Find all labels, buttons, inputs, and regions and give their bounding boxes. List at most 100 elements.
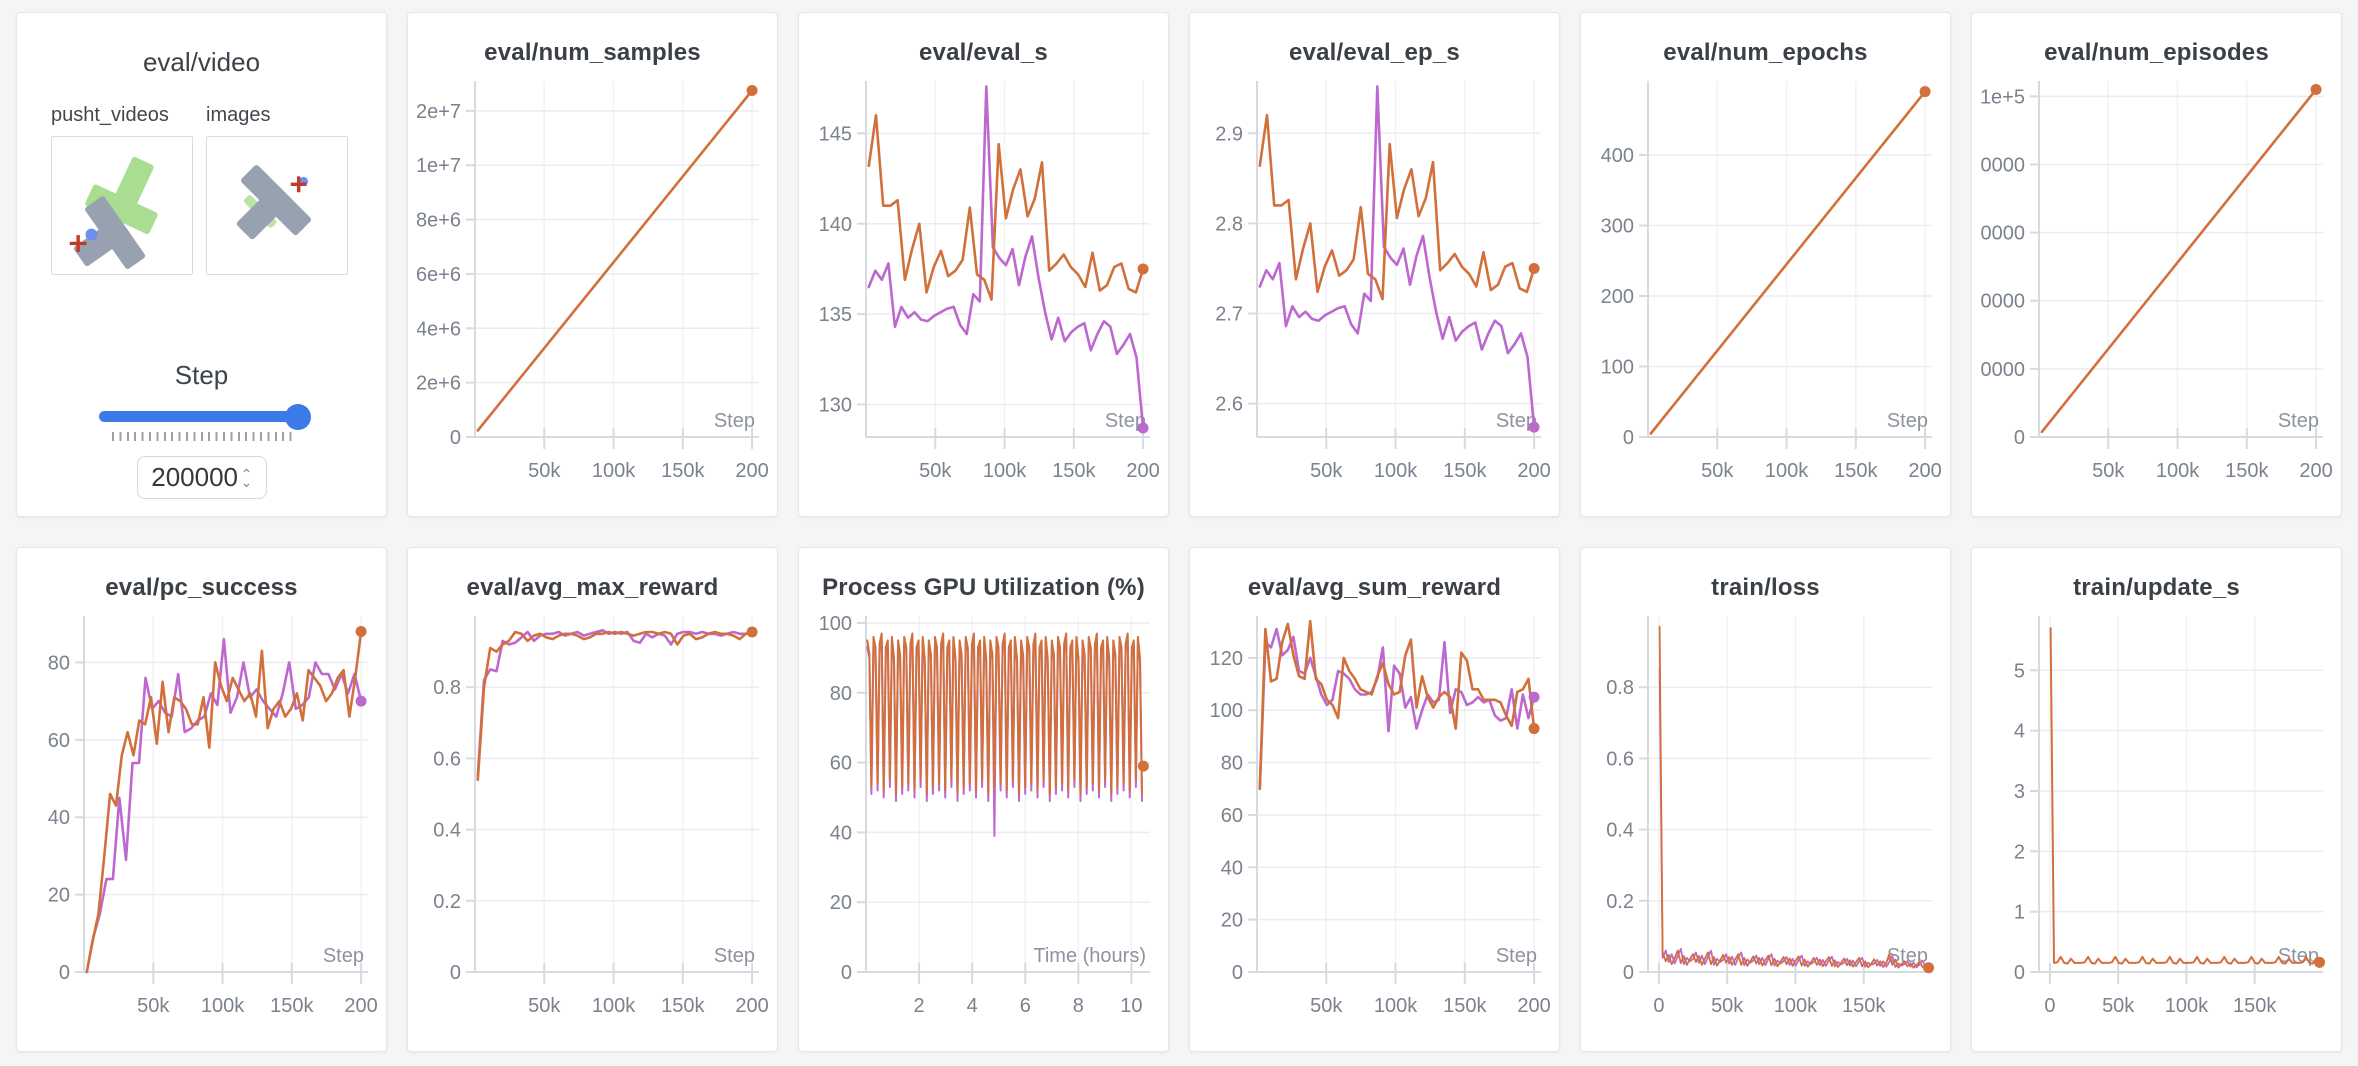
- panel-train-loss: train/loss 0 50k 100k 150k 0 0.2 0.4 0.6 0.8 Step: [1580, 547, 1951, 1052]
- svg-text:100k: 100k: [200, 995, 244, 1017]
- svg-text:135: 135: [818, 304, 851, 326]
- svg-text:2: 2: [2013, 841, 2024, 863]
- chart-canvas[interactable]: 50k 100k 150k 200 0 20 40 60 80 Step: [17, 608, 386, 1032]
- svg-text:100: 100: [1600, 357, 1633, 379]
- slider-track[interactable]: [98, 411, 301, 422]
- chart-canvas[interactable]: 2 4 6 8 10 0 20 40 60 80 100 Time (hours): [799, 608, 1168, 1032]
- svg-text:100: 100: [818, 613, 851, 635]
- chart-title: eval/num_epochs: [1663, 39, 1868, 66]
- svg-text:50k: 50k: [528, 460, 561, 482]
- svg-text:20: 20: [47, 885, 69, 907]
- svg-text:40: 40: [47, 807, 69, 829]
- chart-canvas[interactable]: 50k 100k 150k 200 0 20 40 60 80 100 120 Step: [1190, 608, 1559, 1032]
- panel-eval-eval-ep-s: eval/eval_ep_s 50k 100k 150k 200 2.6 2.7 2.8 2.…: [1189, 12, 1560, 517]
- svg-text:0.6: 0.6: [1606, 748, 1634, 770]
- svg-text:80: 80: [829, 683, 851, 705]
- gray-t-shape: [236, 165, 312, 240]
- svg-text:3: 3: [2013, 781, 2024, 803]
- media-images: images: [206, 104, 348, 280]
- slider-thumb[interactable]: [284, 404, 311, 430]
- svg-text:2e+6: 2e+6: [417, 373, 461, 395]
- panel-eval-video: eval/video pusht_videos: [16, 12, 387, 517]
- svg-text:200: 200: [1600, 286, 1633, 308]
- image-thumbnail[interactable]: [206, 136, 348, 275]
- svg-text:0.6: 0.6: [433, 748, 461, 770]
- svg-text:10: 10: [1120, 995, 1142, 1017]
- chart-title: eval/num_episodes: [2044, 39, 2269, 66]
- svg-text:200: 200: [1517, 460, 1550, 482]
- svg-text:200: 200: [1517, 995, 1550, 1017]
- svg-text:50k: 50k: [1310, 460, 1343, 482]
- chart-canvas[interactable]: 50k 100k 150k 200 0 100 200 300 400 Step: [1581, 73, 1950, 497]
- svg-text:Step: Step: [1886, 410, 1927, 432]
- svg-text:Step: Step: [1495, 945, 1536, 967]
- svg-text:50k: 50k: [137, 995, 170, 1017]
- svg-text:80000: 80000: [1981, 154, 2025, 176]
- svg-text:0.2: 0.2: [433, 891, 461, 913]
- step-stepper[interactable]: ⌃ ⌄: [240, 465, 253, 490]
- step-input[interactable]: [150, 462, 239, 493]
- svg-text:Step: Step: [322, 945, 363, 967]
- svg-text:0: 0: [2013, 427, 2024, 449]
- svg-text:4e+6: 4e+6: [417, 318, 461, 340]
- svg-text:0: 0: [840, 962, 851, 984]
- svg-text:100k: 100k: [1764, 460, 1808, 482]
- chart-canvas[interactable]: 50k 100k 150k 200 2.6 2.7 2.8 2.9 Step: [1190, 73, 1559, 497]
- svg-text:150k: 150k: [1834, 460, 1878, 482]
- svg-text:Time (hours): Time (hours): [1033, 945, 1146, 967]
- chart-canvas[interactable]: 0 50k 100k 150k 0 0.2 0.4 0.6 0.8 Step: [1581, 608, 1950, 1032]
- svg-text:2: 2: [913, 995, 924, 1017]
- svg-text:200: 200: [344, 995, 377, 1017]
- svg-text:150k: 150k: [2225, 460, 2269, 482]
- svg-text:Step: Step: [1104, 410, 1145, 432]
- svg-text:0.8: 0.8: [1606, 677, 1634, 699]
- svg-text:0: 0: [1231, 962, 1242, 984]
- svg-text:Step: Step: [713, 945, 754, 967]
- slider-ticks: [111, 432, 292, 441]
- chart-canvas[interactable]: 50k 100k 150k 200 0 20000 40000 60000 80000 1e+5 S…: [1972, 73, 2341, 497]
- svg-text:60: 60: [1220, 805, 1242, 827]
- svg-text:Step: Step: [1495, 410, 1536, 432]
- svg-text:200: 200: [735, 460, 768, 482]
- svg-text:50k: 50k: [1701, 460, 1734, 482]
- media-label: images: [206, 104, 271, 126]
- svg-text:100k: 100k: [1373, 995, 1417, 1017]
- svg-text:50k: 50k: [2092, 460, 2125, 482]
- chart-canvas[interactable]: 50k 100k 150k 200 130 135 140 145 Step: [799, 73, 1168, 497]
- svg-text:50k: 50k: [919, 460, 952, 482]
- panel-eval-num-epochs: eval/num_epochs 50k 100k 150k 200 0 100 200 300…: [1580, 12, 1951, 517]
- chevron-down-icon[interactable]: ⌄: [240, 473, 253, 490]
- svg-text:0: 0: [1622, 962, 1633, 984]
- chart-title: eval/num_samples: [484, 39, 701, 66]
- svg-text:200: 200: [2299, 460, 2332, 482]
- svg-text:2.8: 2.8: [1215, 213, 1243, 235]
- chart-title: eval/eval_ep_s: [1289, 39, 1460, 66]
- svg-text:0: 0: [449, 427, 460, 449]
- chart-title: train/update_s: [2073, 574, 2240, 601]
- media-row: pusht_videos: [51, 104, 386, 280]
- chevron-up-icon[interactable]: ⌃: [240, 465, 253, 482]
- svg-text:2.6: 2.6: [1215, 394, 1243, 416]
- step-slider[interactable]: [98, 403, 311, 430]
- target-cross: [69, 235, 87, 252]
- svg-text:400: 400: [1600, 145, 1633, 167]
- svg-text:6e+6: 6e+6: [417, 264, 461, 286]
- panel-eval-avg-max-reward: eval/avg_max_reward 50k 100k 150k 200 0 0.2 0.…: [407, 547, 778, 1052]
- svg-text:100k: 100k: [1373, 460, 1417, 482]
- chart-title: Process GPU Utilization (%): [822, 574, 1145, 601]
- agent-dot: [85, 228, 98, 241]
- svg-text:100: 100: [1209, 700, 1242, 722]
- svg-text:130: 130: [818, 394, 851, 416]
- svg-text:40: 40: [1220, 857, 1242, 879]
- step-slider-label: Step: [174, 360, 229, 390]
- svg-text:20: 20: [829, 892, 851, 914]
- panel-eval-eval-s: eval/eval_s 50k 100k 150k 200 130 135 140 145 St…: [798, 12, 1169, 517]
- svg-text:60000: 60000: [1981, 223, 2025, 245]
- chart-canvas[interactable]: 50k 100k 150k 200 0 2e+6 4e+6 6e+6 8e+6 1e+7 1.2e+…: [408, 73, 777, 497]
- video-thumbnail-pusht[interactable]: [51, 136, 193, 275]
- svg-text:145: 145: [818, 123, 851, 145]
- chart-canvas[interactable]: 50k 100k 150k 200 0 0.2 0.4 0.6 0.8 Step: [408, 608, 777, 1032]
- svg-text:150k: 150k: [1443, 995, 1487, 1017]
- chart-canvas[interactable]: 0 50k 100k 150k 0 1 2 3 4 5 Step: [1972, 608, 2341, 1032]
- svg-text:50k: 50k: [528, 995, 561, 1017]
